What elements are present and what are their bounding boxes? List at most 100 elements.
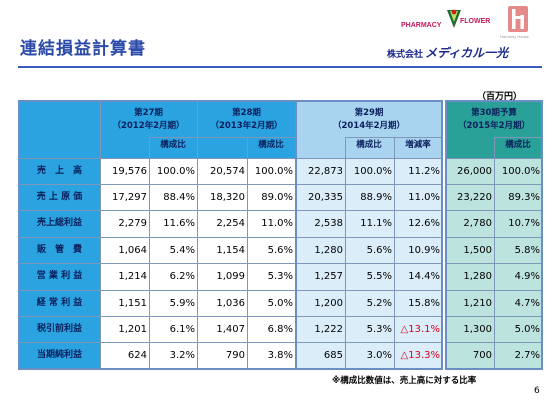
grid-line bbox=[19, 263, 442, 264]
cell-p27-ratio: 6.1% bbox=[169, 324, 195, 335]
cell-p28-ratio: 11.0% bbox=[261, 218, 293, 229]
logo-pharmacy-text: PHARMACY bbox=[401, 22, 442, 29]
cell-p29-growth: 11.2% bbox=[408, 166, 440, 177]
cell-p27-ratio: 100.0% bbox=[156, 166, 195, 177]
cell-p27-amount: 1,201 bbox=[118, 324, 147, 335]
cell-p29-amount: 20,335 bbox=[308, 192, 343, 203]
cell-p29-ratio: 5.3% bbox=[366, 324, 392, 335]
footnote: ※構成比数値は、売上高に対する比率 bbox=[332, 376, 477, 386]
cell-p29-growth: 11.0% bbox=[408, 192, 440, 203]
cell-p30-amount: 1,210 bbox=[463, 298, 492, 309]
header-period-29 bbox=[296, 101, 442, 158]
cell-p30-amount: 1,500 bbox=[463, 245, 492, 256]
cell-p30-amount: 700 bbox=[472, 350, 492, 361]
cell-p29-growth: 12.6% bbox=[408, 218, 440, 229]
cell-p28-ratio: 89.0% bbox=[261, 192, 293, 203]
company-logo: PHARMACY FLOWER Harmony House 株式会社 メディカル一… bbox=[385, 4, 545, 62]
cell-p29-ratio: 11.1% bbox=[360, 218, 392, 229]
logo-flower-text: FLOWER bbox=[460, 18, 491, 25]
period-30-name: 第30期予算 bbox=[471, 108, 517, 118]
grid-line bbox=[197, 101, 198, 369]
cell-p30-ratio: 4.7% bbox=[514, 298, 540, 309]
row-label-cost-of-sales: 売 上 原 価 bbox=[36, 192, 83, 202]
cell-p28-ratio: 5.3% bbox=[267, 271, 293, 282]
cell-p28-ratio: 3.8% bbox=[267, 350, 293, 361]
grid-line bbox=[19, 342, 442, 343]
budget-table-frame bbox=[445, 100, 543, 370]
period-29-frame bbox=[295, 100, 443, 370]
cell-p29-ratio: 88.9% bbox=[360, 192, 392, 203]
grid-line bbox=[345, 137, 442, 138]
period-29-name: 第29期 bbox=[354, 108, 384, 118]
row-label-ordinary-profit: 経 常 利 益 bbox=[36, 298, 83, 308]
cell-p30-amount: 26,000 bbox=[457, 166, 492, 177]
grid-line bbox=[149, 137, 295, 138]
cell-p30-ratio: 100.0% bbox=[501, 166, 540, 177]
company-name: 株式会社 メディカル一光 bbox=[387, 44, 508, 61]
row-label-operating-profit: 営 業 利 益 bbox=[36, 271, 83, 281]
flower-logo-icon bbox=[447, 9, 461, 28]
period-27-range: （2012年2月期） bbox=[112, 121, 185, 131]
cell-p29-growth: △13.1% bbox=[400, 324, 440, 335]
cell-p28-amount: 18,320 bbox=[210, 192, 245, 203]
cell-p27-amount: 1,214 bbox=[118, 271, 147, 282]
header-corner bbox=[19, 101, 100, 158]
cell-p27-ratio: 88.4% bbox=[163, 192, 195, 203]
cell-p29-ratio: 5.6% bbox=[366, 245, 392, 256]
grid-line bbox=[19, 290, 442, 291]
cell-p27-ratio: 3.2% bbox=[169, 350, 195, 361]
cell-p29-ratio: 5.2% bbox=[366, 298, 392, 309]
row-label-pretax-profit: 税引前利益 bbox=[36, 324, 82, 334]
cell-p30-amount: 1,280 bbox=[463, 271, 492, 282]
grid-line bbox=[100, 101, 101, 369]
subheader-ratio-27: 構成比 bbox=[160, 140, 186, 150]
cell-p28-amount: 20,574 bbox=[210, 166, 245, 177]
subheader-ratio-30: 構成比 bbox=[505, 140, 531, 150]
cell-p27-ratio: 5.4% bbox=[169, 245, 195, 256]
cell-p28-amount: 1,036 bbox=[216, 298, 245, 309]
logo-harmony-text: Harmony House bbox=[500, 34, 529, 39]
cell-p27-amount: 1,064 bbox=[118, 245, 147, 256]
grid-line bbox=[394, 137, 395, 369]
row-label-net-profit: 当期純利益 bbox=[36, 350, 82, 360]
title-underline bbox=[18, 66, 542, 68]
cell-p28-amount: 2,254 bbox=[216, 218, 245, 229]
row-label-sga: 販 管 費 bbox=[36, 245, 82, 255]
cell-p30-amount: 23,220 bbox=[457, 192, 492, 203]
cell-p27-amount: 2,279 bbox=[118, 218, 147, 229]
cell-p29-amount: 1,222 bbox=[314, 324, 343, 335]
cell-p29-growth: 14.4% bbox=[408, 271, 440, 282]
cell-p27-ratio: 6.2% bbox=[169, 271, 195, 282]
period-27-name: 第27期 bbox=[134, 108, 163, 118]
cell-p28-ratio: 6.8% bbox=[267, 324, 293, 335]
subheader-ratio-29: 構成比 bbox=[356, 140, 382, 150]
page-number: 6 bbox=[534, 386, 540, 396]
grid-line bbox=[19, 316, 442, 317]
cell-p27-ratio: 11.6% bbox=[163, 218, 195, 229]
cell-p27-amount: 1,151 bbox=[118, 298, 147, 309]
grid-line bbox=[494, 137, 542, 138]
cell-p29-amount: 1,257 bbox=[314, 271, 343, 282]
unit-label: （百万円） bbox=[477, 92, 523, 102]
period-28-range: （2013年2月期） bbox=[210, 121, 283, 131]
cell-p30-ratio: 5.0% bbox=[514, 324, 540, 335]
cell-p29-growth: 15.8% bbox=[408, 298, 440, 309]
page-title: 連結損益計算書 bbox=[20, 39, 146, 59]
cell-p30-amount: 2,780 bbox=[463, 218, 492, 229]
cell-p28-amount: 1,099 bbox=[216, 271, 245, 282]
period-30-range: （2015年2月期） bbox=[457, 121, 531, 131]
cell-p30-ratio: 10.7% bbox=[508, 218, 540, 229]
cell-p30-ratio: 2.7% bbox=[514, 350, 540, 361]
grid-line bbox=[494, 137, 495, 369]
header-period-27 bbox=[100, 101, 197, 158]
company-prefix: 株式会社 bbox=[387, 50, 424, 60]
cell-p27-amount: 19,576 bbox=[112, 166, 147, 177]
header-period-28 bbox=[198, 101, 295, 158]
cell-p29-ratio: 3.0% bbox=[366, 350, 392, 361]
grid-line bbox=[345, 137, 346, 369]
cell-p28-amount: 1,407 bbox=[216, 324, 245, 335]
cell-p30-ratio: 5.8% bbox=[514, 245, 540, 256]
cell-p27-amount: 17,297 bbox=[112, 192, 147, 203]
grid-line bbox=[19, 158, 442, 159]
grid-line bbox=[19, 237, 442, 238]
